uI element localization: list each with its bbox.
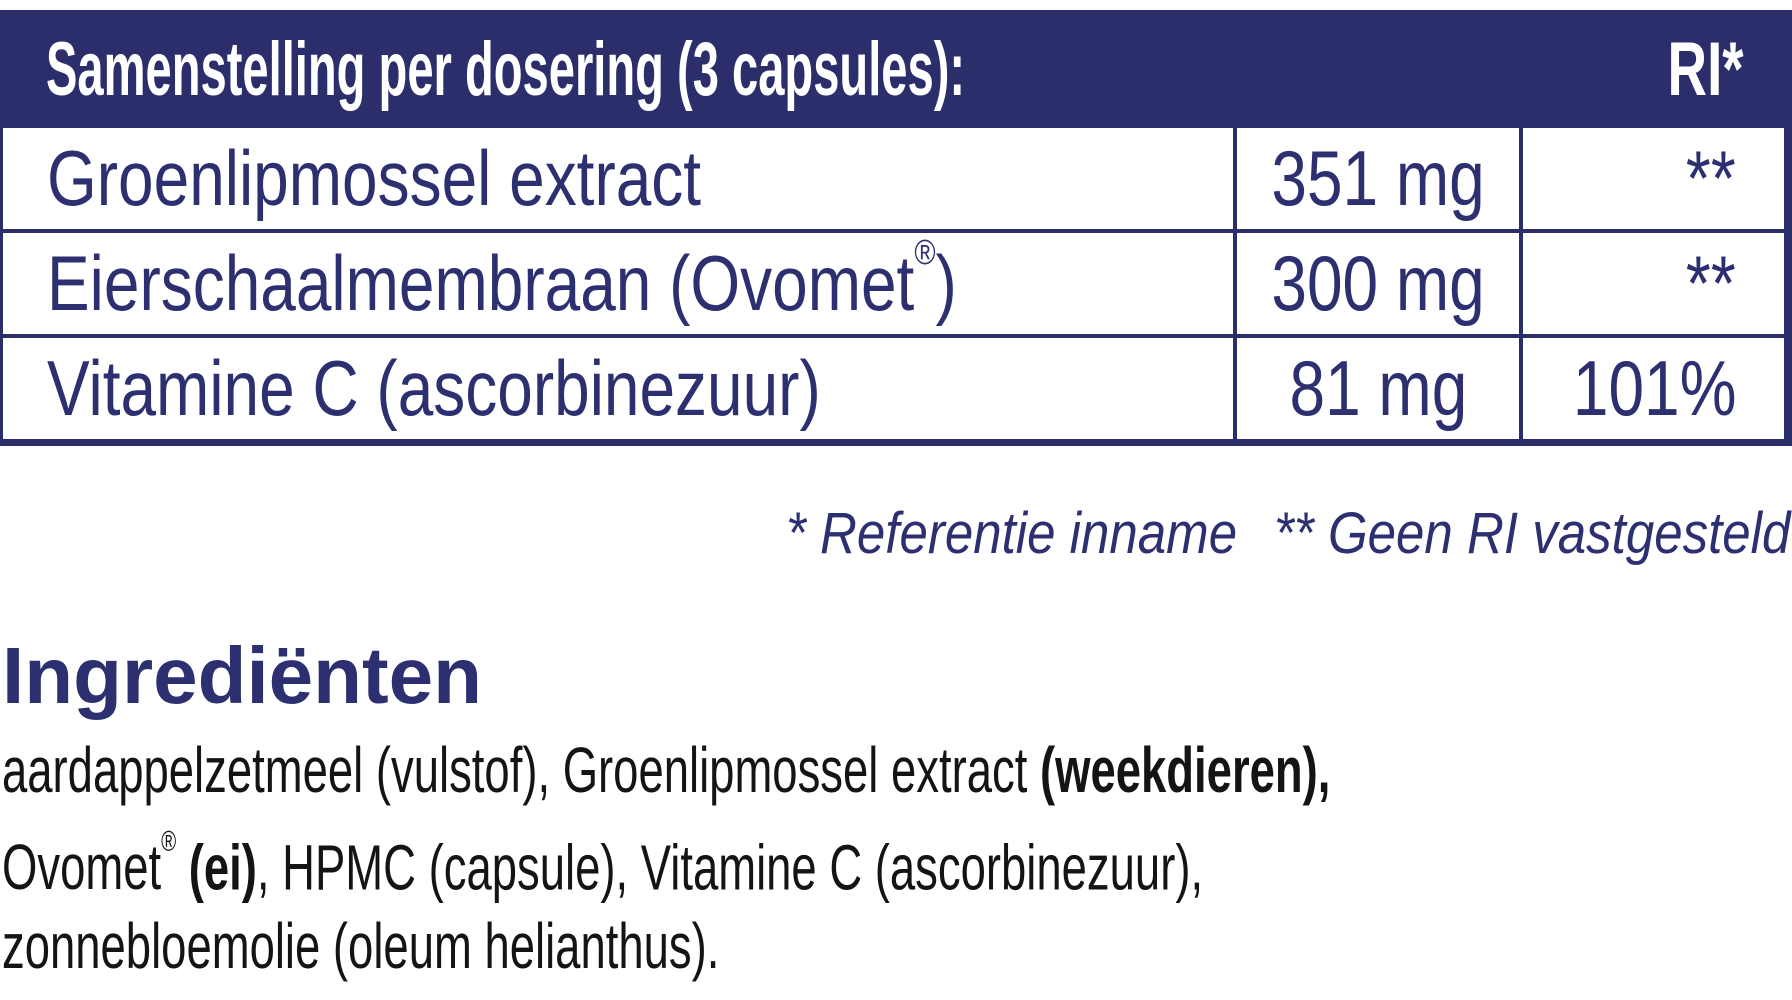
table-row: Vitamine C (ascorbinezuur) 81 mg 101% [3,334,1784,439]
table-body: Groenlipmossel extract 351 mg ** Eierschaal… [0,128,1792,446]
amount-value-cell: 300 mg [1233,233,1519,334]
ingredients-line-text: Ovomet® (ei), HPMC (capsule), Vitamine C… [2,814,1203,911]
ingredient-segment: , HPMC (capsule), Vitamine C (ascorbinez… [256,831,1204,904]
ingredients-line: Ovomet® (ei), HPMC (capsule), Vitamine C… [2,814,1792,903]
footnote-reference: * Referentie inname [785,500,1237,566]
ri-value-cell: 101% [1519,338,1784,439]
ingredients-line-text: aardappelzetmeel (vulstof), Groenlipmoss… [2,726,1330,814]
amount-value: 300 mg [1271,239,1485,327]
ingredients-heading: Ingrediënten [2,631,483,720]
footnote-text: * Referentie inname ** Geen RI vastgestel… [786,500,1790,567]
amount-value: 351 mg [1271,134,1485,222]
ingredient-name-cell: Eierschaalmembraan (Ovomet®) [3,233,1233,334]
ingredient-segment: zonnebloemolie (oleum helianthus). [2,910,720,982]
ingredient-segment: aardappelzetmeel (vulstof), Groenlipmoss… [2,734,1040,806]
composition-table: Samenstelling per dosering (3 capsules):… [0,10,1792,446]
ingredients-line: aardappelzetmeel (vulstof), Groenlipmoss… [2,726,1792,814]
ingredient-name: Groenlipmossel extract [47,134,702,222]
ingredient-allergen: (ei) [188,831,257,904]
ri-header-label: RI* [1667,26,1744,112]
amount-value-cell: 351 mg [1233,128,1519,229]
ingredients-line: zonnebloemolie (oleum helianthus). [2,902,1792,990]
table-header: Samenstelling per dosering (3 capsules):… [0,10,1792,128]
registered-trademark: ® [914,232,936,272]
registered-trademark: ® [161,826,177,859]
amount-value: 81 mg [1289,344,1467,432]
ingredient-segment: Ovomet® [2,826,177,904]
ri-value-cell: ** [1519,233,1784,334]
table-row: Groenlipmossel extract 351 mg ** [3,128,1784,229]
ingredient-name-cell: Groenlipmossel extract [3,128,1233,229]
ri-value: ** [1686,239,1736,327]
amount-value-cell: 81 mg [1233,338,1519,439]
table-title: Samenstelling per dosering (3 capsules): [46,26,966,112]
ingredients-text: aardappelzetmeel (vulstof), Groenlipmoss… [2,726,1792,990]
ri-value-cell: ** [1519,128,1784,229]
ingredient-name: Vitamine C (ascorbinezuur) [47,344,821,432]
ri-value: 101% [1572,344,1736,432]
ingredient-name: Eierschaalmembraan (Ovomet®) [47,232,957,327]
footnote-no-ri: ** Geen RI vastgesteld [1273,500,1790,566]
footnotes: * Referentie inname ** Geen RI vastgestel… [649,498,1790,568]
ri-value: ** [1686,134,1736,222]
ingredient-name-cell: Vitamine C (ascorbinezuur) [3,338,1233,439]
table-row: Eierschaalmembraan (Ovomet®) 300 mg ** [3,229,1784,334]
ingredients-line-text: zonnebloemolie (oleum helianthus). [2,902,719,990]
ingredient-allergen: (weekdieren), [1039,734,1331,806]
